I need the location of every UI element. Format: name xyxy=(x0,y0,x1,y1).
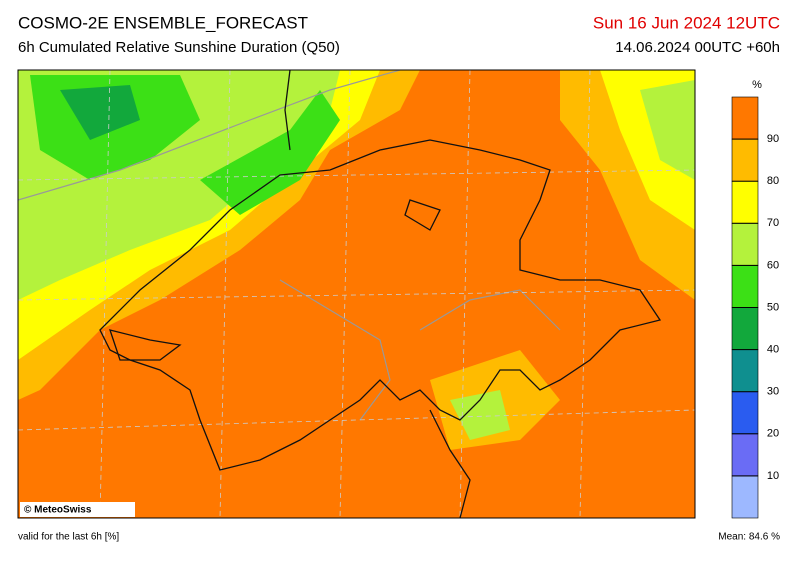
credit: © MeteoSwiss xyxy=(24,505,92,516)
run-info: 14.06.2024 00UTC +60h xyxy=(615,39,780,56)
colorbar-unit: % xyxy=(752,79,762,91)
colorbar-tick-label: 30 xyxy=(767,386,779,398)
colorbar: % 10 20 30 40 50 60 70 80 90 xyxy=(731,79,779,519)
colorbar-bin xyxy=(731,349,759,393)
colorbar-bin xyxy=(731,180,759,224)
colorbar-bin xyxy=(731,391,759,435)
colorbar-bin xyxy=(731,223,759,266)
credit-box xyxy=(20,502,135,517)
colorbar-bin xyxy=(731,265,759,308)
colorbar-bin xyxy=(731,475,759,519)
colorbar-tick-label: 60 xyxy=(767,259,779,271)
map: © MeteoSwiss xyxy=(17,69,696,519)
colorbar-bin xyxy=(731,96,759,140)
colorbar-tick-label: 20 xyxy=(767,428,779,440)
colorbar-tick-label: 50 xyxy=(767,301,779,313)
colorbar-bin xyxy=(731,307,759,350)
title: COSMO-2E ENSEMBLE_FORECAST xyxy=(18,13,308,32)
colorbar-tick-label: 80 xyxy=(767,175,779,187)
colorbar-tick-label: 70 xyxy=(767,217,779,229)
valid-time: Sun 16 Jun 2024 12UTC xyxy=(593,13,780,32)
colorbar-tick-label: 10 xyxy=(767,470,779,482)
colorbar-bin xyxy=(731,433,759,477)
colorbar-tick-label: 90 xyxy=(767,133,779,145)
colorbar-bin xyxy=(731,138,759,182)
mean-value: Mean: 84.6 % xyxy=(718,532,780,543)
subtitle: 6h Cumulated Relative Sunshine Duration … xyxy=(18,39,340,56)
validity-note: valid for the last 6h [%] xyxy=(18,532,119,543)
colorbar-tick-label: 40 xyxy=(767,344,779,356)
